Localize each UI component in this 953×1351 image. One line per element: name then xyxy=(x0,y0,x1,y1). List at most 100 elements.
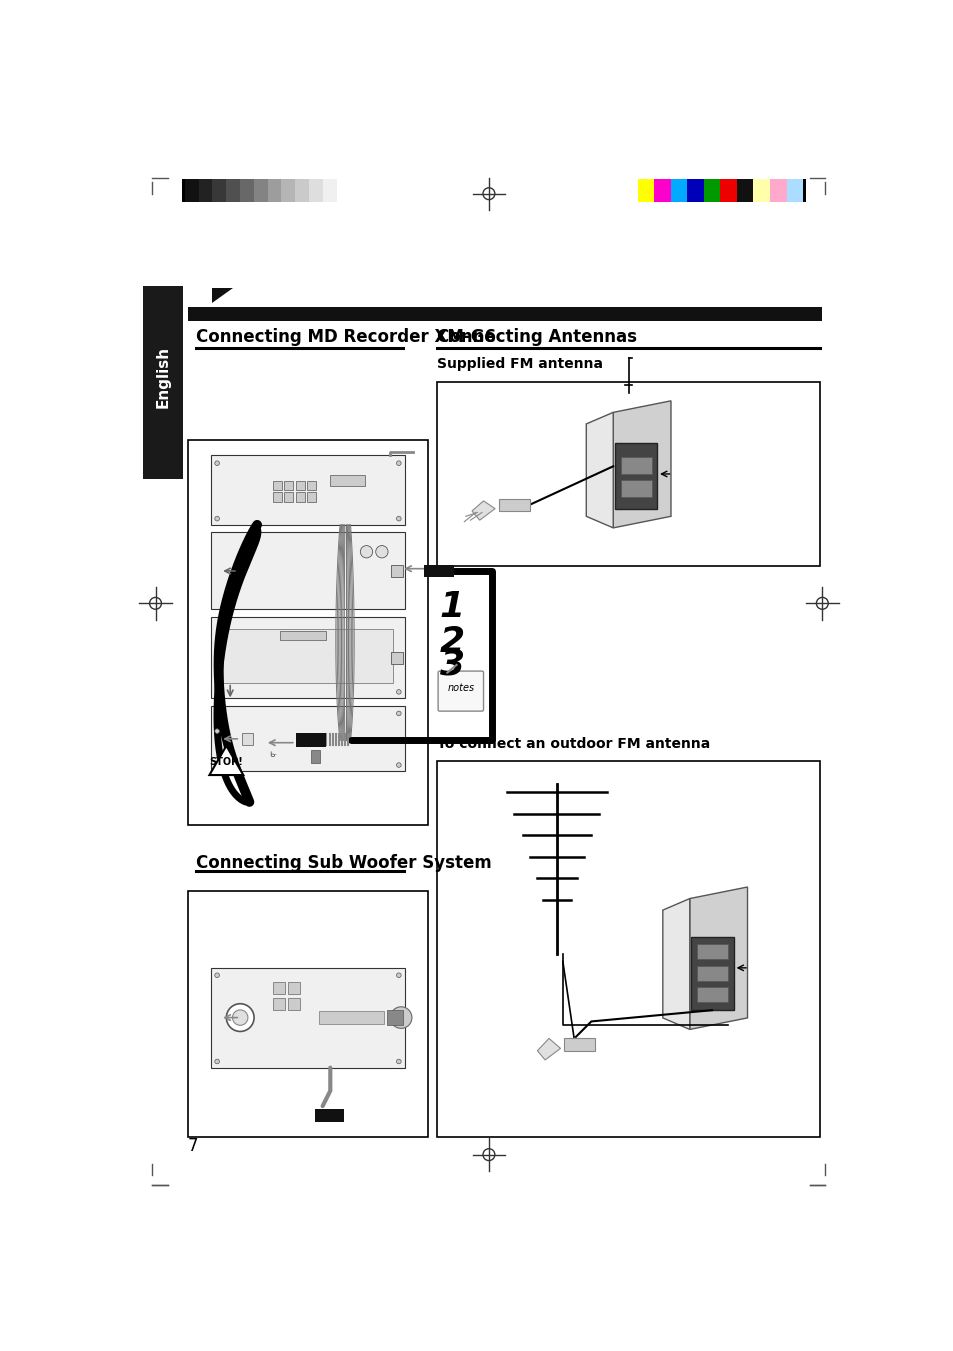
Bar xyxy=(240,180,253,203)
Bar xyxy=(143,286,183,478)
Bar xyxy=(284,493,293,501)
Bar xyxy=(697,988,727,1002)
Bar xyxy=(670,180,686,203)
Bar xyxy=(620,457,651,474)
Text: Connecting Sub Woofer System: Connecting Sub Woofer System xyxy=(195,854,491,871)
Text: To connect an outdoor FM antenna: To connect an outdoor FM antenna xyxy=(436,736,710,751)
Circle shape xyxy=(396,973,400,978)
Bar xyxy=(314,1109,344,1121)
Circle shape xyxy=(396,763,400,767)
Circle shape xyxy=(214,728,219,734)
Bar xyxy=(436,381,820,566)
Bar xyxy=(181,180,185,203)
Bar xyxy=(211,617,405,698)
Bar xyxy=(614,443,657,508)
Circle shape xyxy=(214,763,219,767)
Bar xyxy=(386,1011,403,1025)
Bar xyxy=(188,890,428,1138)
Bar xyxy=(753,180,769,203)
Bar xyxy=(654,180,670,203)
Bar xyxy=(226,180,240,203)
Text: English: English xyxy=(155,346,171,408)
Bar xyxy=(273,481,281,490)
Polygon shape xyxy=(472,501,495,520)
Bar xyxy=(211,967,405,1067)
Circle shape xyxy=(396,461,400,466)
Bar xyxy=(736,180,753,203)
Bar xyxy=(185,180,198,203)
Circle shape xyxy=(214,516,219,521)
Bar xyxy=(273,493,281,501)
Polygon shape xyxy=(689,888,747,1029)
Bar xyxy=(309,180,322,203)
Bar xyxy=(686,180,703,203)
Bar xyxy=(188,307,821,320)
Bar xyxy=(637,180,654,203)
Bar xyxy=(294,180,309,203)
Bar xyxy=(198,180,213,203)
Bar xyxy=(281,180,294,203)
Polygon shape xyxy=(210,746,243,775)
Circle shape xyxy=(214,1059,219,1063)
Bar xyxy=(273,982,285,994)
Text: 7: 7 xyxy=(188,1136,198,1155)
Bar xyxy=(307,493,316,501)
Text: Connecting MD Recorder XM-G6: Connecting MD Recorder XM-G6 xyxy=(195,328,495,346)
Bar xyxy=(391,651,402,665)
Bar xyxy=(284,481,293,490)
Bar xyxy=(330,474,365,486)
Bar xyxy=(211,455,405,524)
Text: 3: 3 xyxy=(439,648,464,682)
Bar xyxy=(280,631,326,640)
Polygon shape xyxy=(586,412,613,528)
Circle shape xyxy=(396,1059,400,1063)
Bar xyxy=(295,493,305,501)
Text: Supplied FM antenna: Supplied FM antenna xyxy=(436,357,602,372)
Bar xyxy=(307,481,316,490)
Bar xyxy=(241,734,253,744)
Bar xyxy=(785,180,802,203)
FancyBboxPatch shape xyxy=(437,671,483,711)
Text: 2: 2 xyxy=(439,626,464,659)
Bar xyxy=(720,180,736,203)
Bar xyxy=(391,565,402,577)
Bar xyxy=(318,1012,384,1024)
Polygon shape xyxy=(613,401,670,528)
Bar xyxy=(211,705,405,771)
Circle shape xyxy=(390,1006,412,1028)
Bar xyxy=(253,180,267,203)
Bar xyxy=(620,480,651,497)
Bar xyxy=(188,440,428,825)
Bar xyxy=(295,481,305,490)
Bar xyxy=(288,982,300,994)
Polygon shape xyxy=(213,288,233,303)
Bar xyxy=(802,180,805,203)
Text: 1: 1 xyxy=(439,590,464,624)
Circle shape xyxy=(214,689,219,694)
Bar xyxy=(211,532,405,609)
Polygon shape xyxy=(662,898,689,1029)
Circle shape xyxy=(360,546,373,558)
Bar xyxy=(213,180,226,203)
Circle shape xyxy=(214,461,219,466)
Text: STOP!: STOP! xyxy=(210,758,243,767)
Bar xyxy=(436,761,820,1138)
Text: Connecting Antennas: Connecting Antennas xyxy=(436,328,637,346)
Bar xyxy=(288,997,300,1011)
Bar xyxy=(769,180,785,203)
Bar xyxy=(703,180,720,203)
Bar xyxy=(322,180,336,203)
Circle shape xyxy=(233,1011,248,1025)
Text: ᑿ: ᑿ xyxy=(269,750,275,759)
Bar xyxy=(691,938,733,1011)
Bar xyxy=(498,499,529,511)
Bar xyxy=(267,180,281,203)
Circle shape xyxy=(214,973,219,978)
Bar xyxy=(564,1039,595,1051)
Bar xyxy=(222,628,393,682)
Circle shape xyxy=(396,516,400,521)
Bar xyxy=(424,565,453,577)
Bar xyxy=(336,180,350,203)
Circle shape xyxy=(396,711,400,716)
Bar xyxy=(697,944,727,959)
